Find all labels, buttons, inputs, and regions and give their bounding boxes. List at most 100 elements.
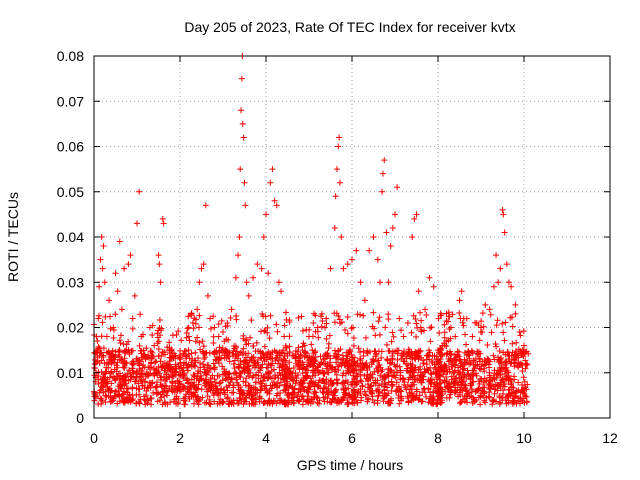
data-point	[509, 323, 516, 330]
data-point	[240, 134, 247, 141]
data-point	[209, 381, 216, 388]
data-point	[242, 350, 249, 357]
data-point	[404, 319, 411, 326]
data-point	[367, 374, 374, 381]
data-point	[357, 349, 364, 356]
data-point	[308, 341, 315, 348]
data-point	[491, 390, 498, 397]
data-point	[247, 334, 254, 341]
data-point	[418, 376, 425, 383]
data-point	[429, 352, 436, 359]
data-point	[254, 261, 261, 268]
data-point	[286, 333, 293, 340]
data-point	[435, 372, 442, 379]
data-point	[370, 309, 377, 316]
data-point	[361, 297, 368, 304]
data-point	[388, 381, 395, 388]
data-point	[166, 344, 173, 351]
data-point	[129, 325, 136, 332]
data-point	[369, 393, 376, 400]
data-point	[410, 312, 417, 319]
data-point	[441, 334, 448, 341]
data-point	[326, 332, 333, 339]
data-point	[112, 376, 119, 383]
data-point	[275, 279, 282, 286]
data-point	[390, 372, 397, 379]
data-point	[459, 369, 466, 376]
data-point	[490, 352, 497, 359]
data-point	[520, 328, 527, 335]
data-point	[337, 320, 344, 327]
data-point	[503, 364, 510, 371]
x-tick-label: 2	[176, 430, 184, 446]
data-point	[112, 311, 119, 318]
data-point	[493, 252, 500, 259]
data-point	[318, 323, 325, 330]
data-point	[259, 349, 266, 356]
data-point	[273, 400, 280, 407]
data-point	[511, 363, 518, 370]
data-point	[221, 387, 228, 394]
data-point	[224, 319, 231, 326]
data-point	[517, 360, 524, 367]
data-point	[520, 374, 527, 381]
data-point	[438, 350, 445, 357]
data-point	[152, 359, 159, 366]
data-point	[433, 401, 440, 408]
data-point	[310, 319, 317, 326]
data-point	[237, 383, 244, 390]
data-point	[510, 356, 517, 363]
data-point	[154, 340, 161, 347]
data-point	[250, 354, 257, 361]
data-point	[379, 170, 386, 177]
data-point	[185, 333, 192, 340]
data-point	[331, 388, 338, 395]
data-point	[100, 353, 107, 360]
data-point	[441, 321, 448, 328]
data-point	[192, 384, 199, 391]
data-point	[200, 343, 207, 350]
data-point	[301, 354, 308, 361]
y-axis-label: ROTI / TECUs	[5, 192, 21, 282]
data-point	[282, 400, 289, 407]
data-point	[281, 333, 288, 340]
data-point	[233, 316, 240, 323]
data-point	[487, 311, 494, 318]
data-point	[109, 397, 116, 404]
data-point	[97, 256, 104, 263]
data-point	[341, 391, 348, 398]
data-point	[435, 315, 442, 322]
data-point	[445, 337, 452, 344]
data-point	[286, 349, 293, 356]
data-point	[475, 385, 482, 392]
data-point	[374, 400, 381, 407]
data-point	[159, 401, 166, 408]
data-point	[94, 338, 101, 345]
data-point	[121, 265, 128, 272]
data-point	[389, 353, 396, 360]
data-point	[217, 390, 224, 397]
data-point	[304, 372, 311, 379]
data-point	[454, 348, 461, 355]
data-point	[349, 396, 356, 403]
data-point	[175, 328, 182, 335]
data-point	[380, 398, 387, 405]
data-point	[191, 372, 198, 379]
data-point	[457, 378, 464, 385]
data-point	[267, 355, 274, 362]
data-point	[461, 398, 468, 405]
data-point	[148, 401, 155, 408]
data-point	[240, 359, 247, 366]
data-point	[515, 379, 522, 386]
data-point	[269, 166, 276, 173]
data-point	[271, 347, 278, 354]
data-point	[496, 392, 503, 399]
data-point	[304, 354, 311, 361]
data-point	[447, 391, 454, 398]
data-point	[319, 318, 326, 325]
data-point	[160, 220, 167, 227]
data-point	[398, 388, 405, 395]
data-point	[284, 392, 291, 399]
data-point	[480, 323, 487, 330]
data-point	[354, 380, 361, 387]
